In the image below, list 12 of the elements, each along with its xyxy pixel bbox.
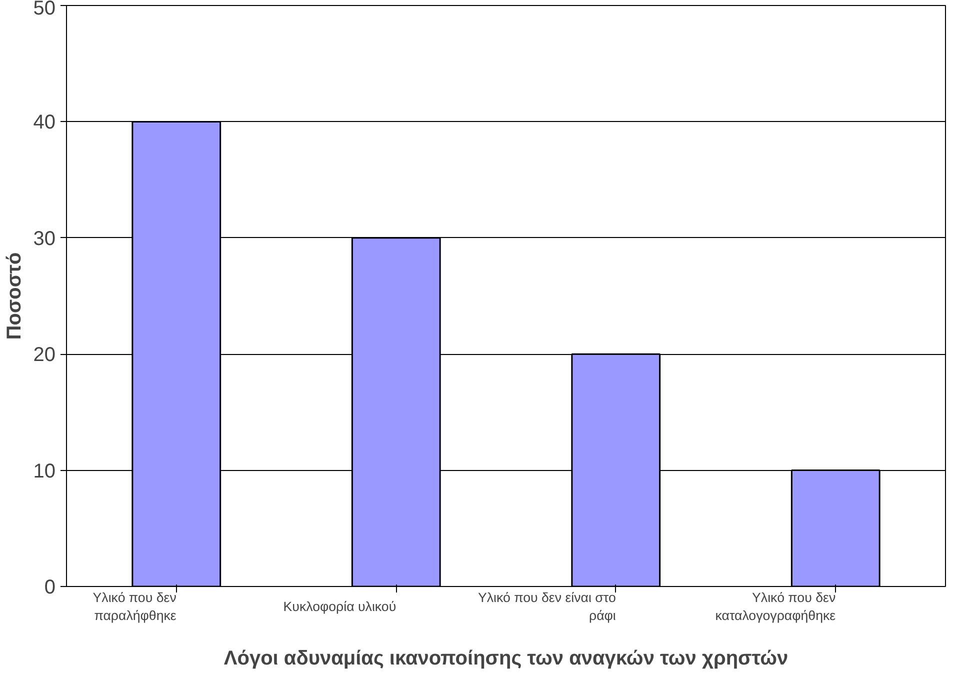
y-tick-label: 20 [33,344,56,366]
y-tick-label: 40 [33,112,56,134]
x-tick-label: Υλικό που δεν παραλήφθηκε [92,590,177,623]
x-tick-label: Υλικό που δεν καταλογογραφήθηκε [715,590,836,623]
y-tick-label: 30 [33,228,56,250]
y-axis-title: Ποσοστό [3,252,26,340]
y-tick-label: 50 [33,0,56,20]
y-tick-label: 10 [33,460,56,482]
x-axis-title: Λόγοι αδυναμίας ικανοποίησης των αναγκών των χρηστών [224,648,788,670]
x-tick-label: Κυκλοφορία υλικού [283,599,396,614]
y-tick-label: 0 [44,576,56,598]
x-tick-label: Υλικό που δεν είναι στο ράφι [478,590,616,623]
